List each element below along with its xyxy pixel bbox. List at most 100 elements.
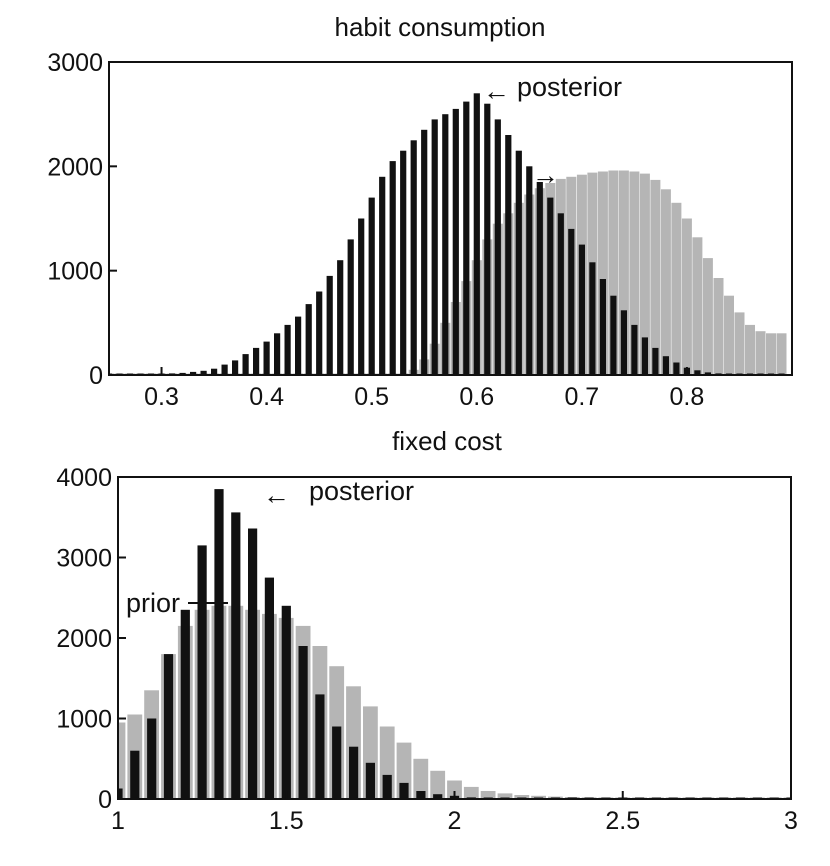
chart1-posterior-bar xyxy=(442,114,449,375)
chart2-prior-bar xyxy=(118,722,126,799)
chart2-annotation-posterior: posterior xyxy=(309,476,414,506)
chart1-posterior-bar xyxy=(578,244,585,375)
chart1-axes-box xyxy=(108,61,793,376)
chart2-y-ticks: 0 1000 2000 3000 4000 xyxy=(56,464,126,814)
chart2-prior-bar xyxy=(447,780,462,799)
chart1-y-tick-label: 0 xyxy=(89,362,103,390)
chart1-title: habit consumption xyxy=(334,12,545,42)
chart2-prior-bar xyxy=(514,795,530,799)
chart1-posterior-bar xyxy=(463,101,470,375)
chart2-title: fixed cost xyxy=(392,426,503,456)
chart1-prior-bar xyxy=(650,179,661,375)
chart2-posterior-bar xyxy=(197,545,207,799)
chart1-posterior-bar xyxy=(379,176,386,375)
chart1-plot-area xyxy=(109,93,787,376)
chart1-posterior-bar xyxy=(641,337,648,375)
chart1-posterior-bar xyxy=(662,356,669,375)
chart1-prior-bar xyxy=(681,218,692,375)
chart1-posterior-bar xyxy=(431,119,438,376)
chart1-posterior-bar xyxy=(526,166,533,375)
chart1-posterior-bar xyxy=(410,140,417,376)
chart2-posterior-bar xyxy=(298,646,308,799)
chart1-prior-bar xyxy=(734,312,745,375)
chart1-posterior-bar xyxy=(704,372,711,375)
chart1-x-ticks: 0.3 0.4 0.5 0.6 0.7 0.8 xyxy=(144,367,704,411)
chart2-posterior-bar xyxy=(416,791,426,799)
chart2-y-tick-label: 1000 xyxy=(56,706,112,734)
chart2-posterior-bar xyxy=(248,528,258,799)
chart2-prior-bar xyxy=(463,786,479,799)
chart1-posterior-bar xyxy=(253,347,260,375)
chart1-posterior-bar xyxy=(274,333,281,375)
chart2-posterior-bar xyxy=(118,788,123,799)
chart1-annotation-posterior: posterior xyxy=(517,72,622,102)
chart2-posterior-bar xyxy=(281,605,291,799)
chart1-y-ticks: 0 1000 2000 3000 xyxy=(47,49,117,390)
chart2-posterior-bar xyxy=(365,762,375,799)
chart2-x-tick-label: 1 xyxy=(111,807,125,835)
chart2-prior-bar xyxy=(480,791,496,799)
chart2-posterior-bar xyxy=(180,609,190,799)
chart1-prior-bar xyxy=(639,173,650,375)
chart1-posterior-bar xyxy=(620,310,627,375)
chart1-posterior-bar xyxy=(221,364,228,375)
chart1-posterior-bar xyxy=(284,324,291,375)
chart1-prior-bar xyxy=(702,258,713,375)
chart1-prior-bar xyxy=(692,237,703,375)
chart1-posterior-bar xyxy=(673,362,680,375)
chart1-prior-bar xyxy=(618,170,629,375)
chart2-y-tick-label: 2000 xyxy=(56,625,112,653)
chart1-x-tick-label: 0.8 xyxy=(670,383,705,411)
chart1-annotation-arrow-right: → xyxy=(532,160,559,190)
chart1-prior-bar xyxy=(766,333,776,375)
chart1-prior-bar xyxy=(755,331,766,375)
chart1-posterior-bar xyxy=(295,316,302,375)
chart1-prior-bar xyxy=(597,171,608,375)
chart1-posterior-bar xyxy=(568,228,575,375)
chart1-x-tick-label: 0.7 xyxy=(564,383,599,411)
chart2-posterior-bar xyxy=(214,489,224,799)
chart1-posterior-bar xyxy=(368,197,375,375)
chart2-annotation-prior: prior xyxy=(126,588,180,618)
chart1-posterior-bar xyxy=(389,161,396,375)
chart2-prior-bar xyxy=(413,758,429,800)
chart1-prior-bar xyxy=(629,171,640,375)
chart2-x-ticks: 1 1.5 2 2.5 3 xyxy=(111,791,798,835)
chart1-x-tick-label: 0.4 xyxy=(249,383,284,411)
chart2-x-tick-label: 2 xyxy=(448,807,462,835)
chart1-posterior-bar xyxy=(536,182,543,375)
chart1-posterior-bar xyxy=(211,368,218,375)
chart2-y-tick-label: 3000 xyxy=(56,545,112,573)
chart1-posterior-bar xyxy=(179,372,186,375)
chart1-posterior-bar xyxy=(557,213,564,375)
chart2-y-tick-label: 0 xyxy=(98,786,112,814)
chart1-y-tick-label: 1000 xyxy=(47,258,103,286)
chart1-prior-bar xyxy=(745,324,755,375)
chart1-posterior-bar xyxy=(358,218,365,375)
chart1-x-tick-label: 0.5 xyxy=(354,383,389,411)
chart1-posterior-bar xyxy=(505,135,512,375)
chart1-posterior-bar xyxy=(599,279,606,375)
chart1-posterior-bar xyxy=(316,291,323,375)
chart1-posterior-bar xyxy=(305,304,312,375)
chart1-prior-bar xyxy=(608,170,619,375)
chart2-annotation-arrow-left: ← xyxy=(263,480,290,510)
chart1-posterior-bar xyxy=(347,239,354,375)
chart1-y-tick-label: 3000 xyxy=(47,49,103,77)
chart1-posterior-bar xyxy=(473,93,480,376)
chart2-posterior-bar xyxy=(231,512,241,799)
chart1-posterior-bar xyxy=(631,324,638,375)
chart1-posterior-bar xyxy=(400,150,407,375)
chart2-posterior-bar xyxy=(433,794,443,799)
chart2-posterior-bar xyxy=(130,750,140,799)
chart2-posterior-bar xyxy=(332,726,342,799)
chart2-x-tick-label: 1.5 xyxy=(269,807,304,835)
chart1-posterior-bar xyxy=(337,260,344,375)
chart1-posterior-bar xyxy=(494,119,501,376)
chart2-posterior-bar xyxy=(399,782,409,799)
chart1-posterior-bar xyxy=(610,295,617,375)
chart2-prior-bar xyxy=(497,793,513,799)
chart1-posterior-bar xyxy=(232,360,239,375)
chart1-posterior-bar xyxy=(242,354,249,375)
chart1-posterior-bar xyxy=(515,150,522,375)
